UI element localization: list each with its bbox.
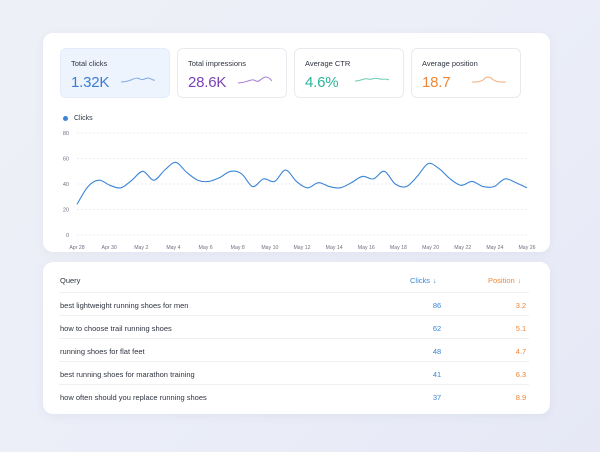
x-tick-label: May 6 <box>199 245 213 251</box>
sort-arrow-icon: ↓ <box>517 278 522 285</box>
sparkline-icon <box>472 76 506 83</box>
legend-dot-icon <box>63 116 68 121</box>
clicks-cell: 37 <box>432 393 442 402</box>
x-tick-label: May 26 <box>518 245 535 251</box>
sparkline-icon <box>121 77 155 83</box>
legend-label: Clicks <box>74 115 93 122</box>
clicks-cell: 62 <box>432 324 442 333</box>
metric-average-ctr[interactable]: Average CTR 4.6% <box>294 48 404 98</box>
metric-value: 18.7 <box>422 74 451 91</box>
query-cell: best lightweight running shoes for men <box>60 301 189 310</box>
x-tick-label: May 16 <box>358 245 375 251</box>
chart-legend: Clicks <box>63 115 93 122</box>
metric-average-position[interactable]: Average position 18.7 <box>411 48 521 98</box>
x-tick-label: May 22 <box>454 245 471 251</box>
metric-label: Total clicks <box>71 59 108 68</box>
position-cell: 6.3 <box>515 370 527 379</box>
metric-label: Average position <box>422 59 478 68</box>
clicks-cell: 41 <box>432 370 442 379</box>
metric-value: 4.6% <box>305 74 339 91</box>
x-tick-label: May 2 <box>134 245 148 251</box>
metric-value: 1.32K <box>71 74 110 91</box>
query-cell: running shoes for flat feet <box>60 347 145 356</box>
x-tick-label: May 20 <box>422 245 439 251</box>
table-row[interactable]: best running shoes for marathon training… <box>59 361 529 384</box>
clicks-cell: 86 <box>432 301 442 310</box>
table-row[interactable]: how often should you replace running sho… <box>59 384 529 407</box>
column-header-query: Query <box>60 276 81 285</box>
series-line-clicks <box>76 161 528 205</box>
metric-label: Total impressions <box>188 59 246 68</box>
sort-arrow-icon: ↓ <box>433 278 437 285</box>
queries-table: Query Clicks ↓ Position ↓ best lightweight… <box>43 262 550 414</box>
position-cell: 8.9 <box>515 393 527 402</box>
y-tick-label: 80 <box>63 131 69 137</box>
performance-card: Total clicks 1.32K Total impressions 28.… <box>43 33 550 252</box>
x-tick-label: May 18 <box>390 245 407 251</box>
clicks-chart: 0 20 40 60 80 Apr 28 Apr 30 May 2 May 4 May 6 May … <box>63 131 536 251</box>
column-header-clicks[interactable]: Clicks ↓ <box>410 276 437 285</box>
y-tick-label: 20 <box>63 208 69 214</box>
x-tick-label: May 10 <box>261 245 278 251</box>
y-tick-label: 0 <box>66 233 69 239</box>
table-row[interactable]: how to choose trail running shoes 62 5.1 <box>59 315 529 338</box>
y-tick-label: 60 <box>63 157 69 163</box>
column-header-position[interactable]: Position ↓ <box>488 276 522 285</box>
query-cell: how often should you replace running sho… <box>60 393 207 402</box>
metric-label: Average CTR <box>305 59 351 68</box>
clicks-cell: 48 <box>432 347 442 356</box>
sparkline-icon <box>355 77 389 82</box>
x-tick-label: May 8 <box>231 245 245 251</box>
x-tick-label: May 12 <box>293 245 310 251</box>
metric-total-clicks[interactable]: Total clicks 1.32K <box>60 48 170 98</box>
position-cell: 4.7 <box>515 347 527 356</box>
x-tick-label: May 4 <box>166 245 180 251</box>
table-row[interactable]: best lightweight running shoes for men 8… <box>59 292 529 315</box>
x-tick-label: Apr 28 <box>69 245 84 251</box>
metric-total-impressions[interactable]: Total impressions 28.6K <box>177 48 287 98</box>
sparkline-icon <box>238 76 272 84</box>
position-cell: 3.2 <box>515 301 527 310</box>
x-tick-label: Apr 30 <box>101 245 116 251</box>
query-cell: how to choose trail running shoes <box>60 324 172 333</box>
metric-value: 28.6K <box>188 74 227 91</box>
table-row[interactable]: running shoes for flat feet 48 4.7 <box>59 338 529 361</box>
x-tick-label: May 24 <box>486 245 503 251</box>
position-cell: 5.1 <box>515 324 527 333</box>
y-tick-label: 40 <box>63 182 69 188</box>
query-cell: best running shoes for marathon training <box>60 370 195 379</box>
x-tick-label: May 14 <box>326 245 343 251</box>
